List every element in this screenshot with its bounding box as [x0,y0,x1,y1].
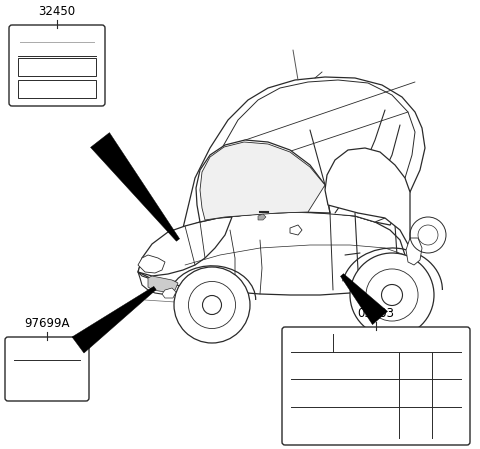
Polygon shape [200,80,415,222]
Bar [18,58,96,76]
Polygon shape [138,255,165,273]
Polygon shape [406,238,422,265]
Text: 97699A: 97699A [24,317,70,330]
Polygon shape [196,140,330,222]
Polygon shape [290,225,302,235]
Polygon shape [138,272,185,296]
Circle shape [350,253,434,337]
Polygon shape [200,142,325,220]
FancyBboxPatch shape [5,337,89,401]
Polygon shape [138,217,232,276]
Text: 05203: 05203 [358,307,395,320]
FancyBboxPatch shape [282,327,470,445]
Text: 32450: 32450 [38,5,75,18]
Bar [18,80,96,98]
Polygon shape [148,276,178,292]
FancyBboxPatch shape [9,25,105,106]
Polygon shape [162,288,176,298]
Polygon shape [325,148,410,248]
Polygon shape [340,274,387,325]
Polygon shape [72,286,156,353]
Polygon shape [258,214,266,220]
Polygon shape [91,132,180,241]
Polygon shape [183,77,425,228]
Polygon shape [138,212,405,295]
Circle shape [174,267,250,343]
